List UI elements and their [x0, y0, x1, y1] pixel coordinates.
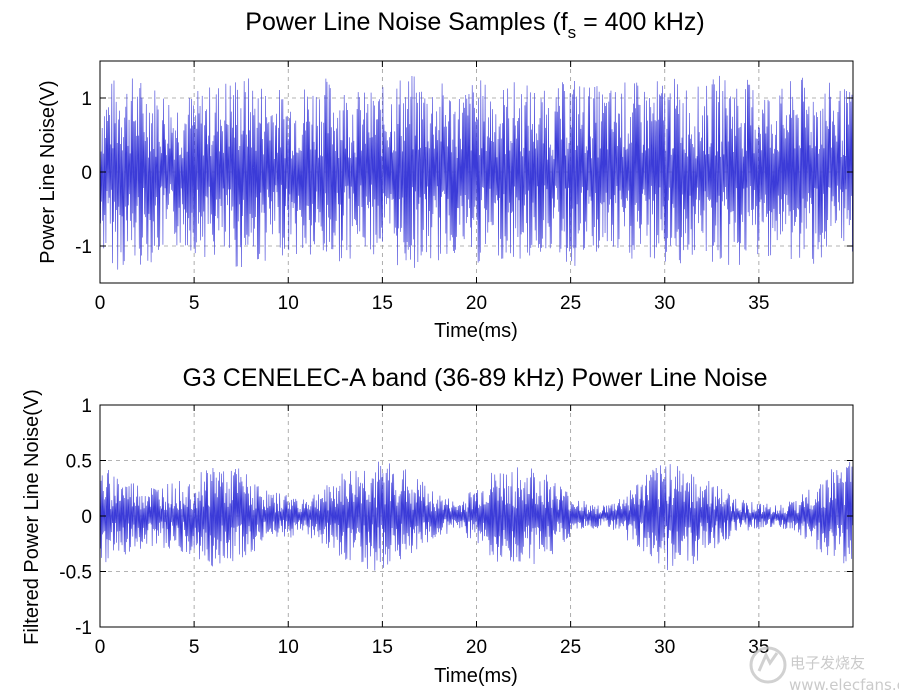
top-x-axis: 0 5 10 15 20 25 30 35: [95, 61, 769, 314]
bottom-filtered-waveform: [99, 461, 854, 571]
bottom-y-tick-label: 0: [81, 507, 92, 528]
bottom-x-tick-label: 35: [748, 637, 769, 658]
bottom-y-tick-label: 0.5: [66, 452, 92, 473]
watermark-url: www.elecfans.com: [789, 676, 899, 694]
bottom-x-tick-label: 0: [95, 637, 106, 658]
bottom-x-axis-label: Time(ms): [434, 665, 518, 687]
bottom-x-tick-label: 5: [189, 637, 200, 658]
bottom-x-tick-label: 30: [654, 637, 675, 658]
bottom-x-tick-label: 20: [466, 637, 487, 658]
top-x-tick-label: 0: [95, 293, 106, 314]
bottom-y-tick-label: -1: [75, 618, 92, 639]
top-x-tick-label: 35: [748, 293, 769, 314]
bottom-x-tick-label: 15: [372, 637, 393, 658]
top-x-tick-label: 30: [654, 293, 675, 314]
bottom-x-axis: 0 5 10 15 20 25 30 35: [95, 405, 769, 658]
top-x-tick-label: 20: [466, 293, 487, 314]
top-x-tick-label: 25: [560, 293, 581, 314]
watermark: 电子发烧友 www.elecfans.com: [749, 646, 899, 694]
bottom-chart: G3 CENELEC-A band (36-89 kHz) Power Line…: [21, 364, 854, 687]
top-x-tick-label: 5: [189, 293, 200, 314]
watermark-logo-icon: [749, 646, 787, 684]
bottom-chart-title: G3 CENELEC-A band (36-89 kHz) Power Line…: [183, 364, 768, 392]
bottom-y-tick-label: -0.5: [59, 563, 92, 584]
top-chart-title: Power Line Noise Samples (fs = 400 kHz): [245, 8, 704, 42]
top-chart: Power Line Noise Samples (fs = 400 kHz) …: [37, 8, 854, 342]
bottom-x-tick-label: 25: [560, 637, 581, 658]
top-y-tick-label: -1: [75, 237, 92, 258]
top-x-axis-label: Time(ms): [434, 320, 518, 342]
watermark-text: 电子发烧友: [790, 654, 865, 672]
top-x-tick-label: 10: [278, 293, 299, 314]
top-y-axis: -1 0 1: [75, 89, 853, 258]
top-y-tick-label: 1: [81, 89, 92, 110]
bottom-y-tick-label: 1: [81, 396, 92, 417]
top-x-tick-label: 15: [372, 293, 393, 314]
bottom-y-axis: -1 -0.5 0 0.5 1: [59, 396, 853, 639]
top-y-axis-label: Power Line Noise(V): [37, 80, 59, 263]
top-noise-waveform: [99, 75, 854, 270]
bottom-x-tick-label: 10: [278, 637, 299, 658]
top-y-tick-label: 0: [81, 163, 92, 184]
bottom-y-axis-label: Filtered Power Line Noise(V): [21, 389, 43, 645]
